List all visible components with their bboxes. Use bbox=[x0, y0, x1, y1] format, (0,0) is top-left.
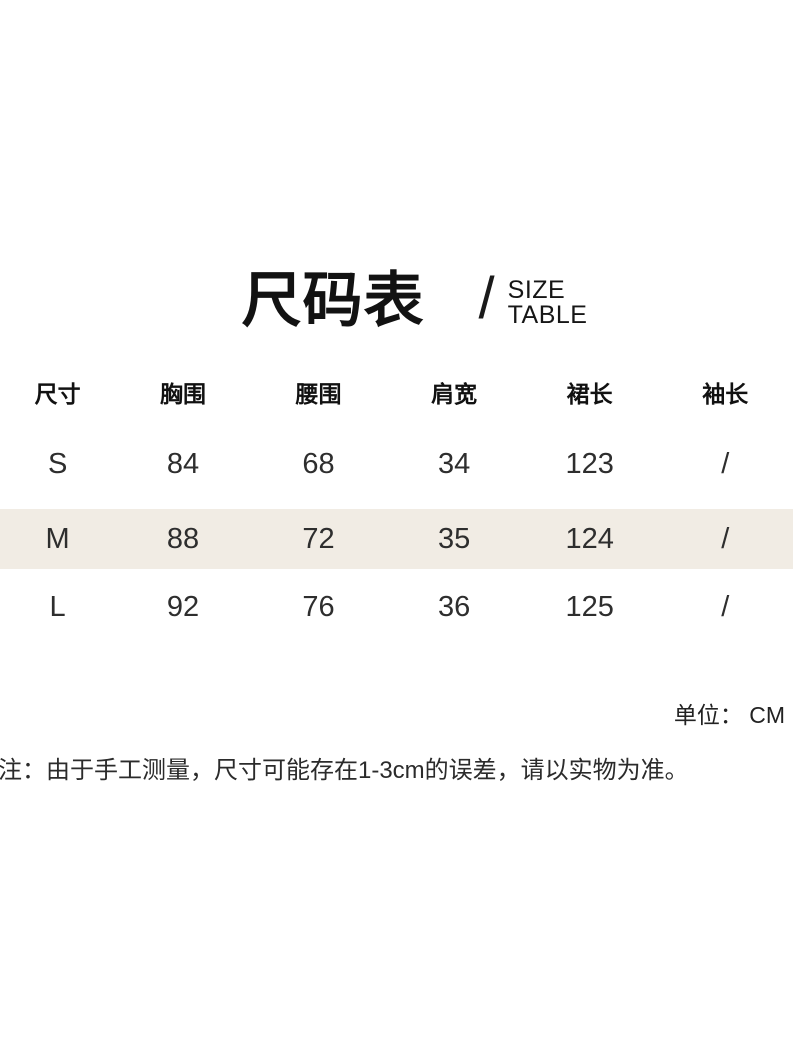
header-cell-skirt-length: 裙长 bbox=[566, 381, 613, 407]
cell-waist-value: 72 bbox=[302, 522, 335, 555]
measurement-note: 注：由于手工测量，尺寸可能存在1-3cm的误差，请以实物为准。 bbox=[0, 757, 689, 784]
cell-shoulder-value: 35 bbox=[437, 522, 471, 555]
cell-bust-value: 92 bbox=[166, 590, 200, 623]
header-cell-bust: 胸围 bbox=[159, 381, 206, 407]
size-table: 尺寸 胸围 腰围 肩宽 裙长 袖长 S 84 68 34 123 / M 88 … bbox=[0, 357, 793, 638]
header-cell-size: 尺寸 bbox=[34, 381, 81, 407]
cell-shoulder-value: 36 bbox=[437, 590, 471, 623]
page-title: 尺码表 / SIZE TABLE bbox=[18, 262, 793, 340]
cell-size-label: M bbox=[45, 522, 70, 555]
table-header-row: 尺寸 胸围 腰围 肩宽 裙长 袖长 bbox=[0, 357, 793, 427]
cell-waist-value: 68 bbox=[302, 448, 335, 480]
cell-shoulder-value: 34 bbox=[437, 448, 471, 480]
title-english: SIZE TABLE bbox=[508, 278, 588, 328]
header-cell-sleeve-length: 袖长 bbox=[702, 381, 749, 407]
slash-divider-icon: / bbox=[478, 266, 495, 331]
table-row-l: L 92 76 36 125 / bbox=[0, 576, 793, 638]
cell-bust-value: 88 bbox=[166, 522, 200, 555]
cell-skirt-length-value: 124 bbox=[565, 522, 614, 555]
cell-skirt-length-value: 123 bbox=[565, 448, 614, 480]
header-cell-waist: 腰围 bbox=[295, 381, 342, 407]
header-cell-shoulder: 肩宽 bbox=[431, 381, 478, 407]
table-row-m-highlighted: M 88 72 35 124 / bbox=[0, 509, 793, 569]
title-chinese: 尺码表 bbox=[241, 267, 425, 334]
cell-bust-value: 84 bbox=[166, 448, 200, 480]
cell-sleeve-length-value: / bbox=[721, 590, 730, 623]
cell-sleeve-length-value: / bbox=[721, 448, 730, 480]
unit-label: 单位： CM bbox=[673, 702, 785, 728]
cell-size-label: S bbox=[47, 448, 68, 480]
cell-sleeve-length-value: / bbox=[721, 522, 730, 555]
cell-waist-value: 76 bbox=[302, 590, 335, 623]
table-row-s: S 84 68 34 123 / bbox=[0, 427, 793, 502]
cell-skirt-length-value: 125 bbox=[565, 590, 614, 623]
title-english-line1: SIZE bbox=[507, 276, 566, 304]
cell-size-label: L bbox=[49, 590, 66, 623]
title-english-line2: TABLE bbox=[507, 301, 588, 329]
